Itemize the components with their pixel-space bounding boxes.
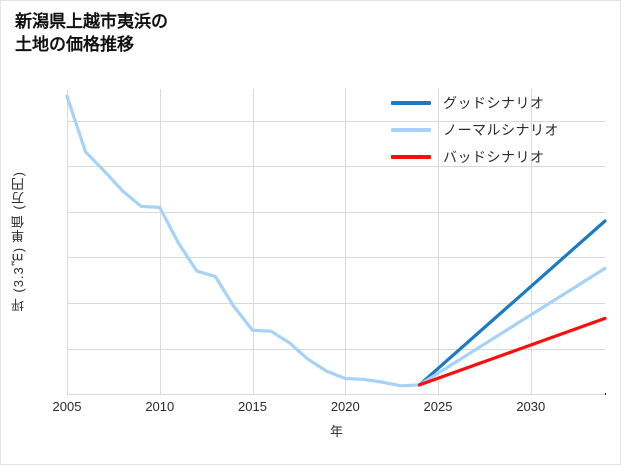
legend-color-swatch — [391, 127, 431, 132]
gridline-vertical — [438, 89, 439, 394]
x-tick-label: 2020 — [330, 399, 360, 414]
series-line — [417, 219, 607, 387]
gridline-horizontal — [67, 257, 605, 259]
series-line — [65, 94, 422, 388]
x-tick-label: 2005 — [52, 399, 82, 414]
gridline-vertical — [67, 89, 68, 394]
y-axis-label-text: 坪 (3.3㎡) 単価 (万円) — [10, 171, 26, 312]
gridline-vertical — [252, 89, 254, 394]
series-line — [417, 316, 607, 387]
legend-entry[interactable]: バッドシナリオ — [391, 148, 559, 165]
gridline-horizontal — [67, 394, 605, 395]
x-tick-label: 2030 — [516, 399, 546, 414]
series-layer — [65, 94, 607, 388]
legend-label: ノーマルシナリオ — [443, 121, 559, 138]
y-axis-label: 坪 (3.3㎡) 単価 (万円) — [7, 89, 29, 394]
gridline-horizontal — [67, 348, 605, 350]
gridline-vertical — [530, 89, 532, 394]
legend-entry[interactable]: ノーマルシナリオ — [391, 121, 559, 138]
chart-legend: グッドシナリオ ノーマルシナリオ バッドシナリオ — [391, 94, 559, 165]
legend-label: バッドシナリオ — [443, 148, 545, 165]
gridline-horizontal — [67, 120, 605, 122]
plot-area — [65, 89, 607, 395]
gridline-horizontal — [67, 303, 605, 304]
gridline-vertical — [159, 89, 161, 394]
legend-color-swatch — [391, 100, 431, 105]
gridline-horizontal — [67, 211, 605, 213]
legend-label: グッドシナリオ — [443, 94, 545, 111]
x-tick-label: 2025 — [423, 399, 453, 414]
legend-color-swatch — [391, 154, 431, 159]
chart-title: 新潟県上越市夷浜の 土地の価格推移 — [15, 12, 168, 54]
x-tick-label: 2015 — [238, 399, 267, 414]
gridline-vertical — [345, 89, 347, 394]
x-tick-label: 2010 — [145, 399, 175, 414]
gridline-horizontal — [67, 166, 605, 168]
series-line — [417, 266, 607, 387]
x-axis-label: 年 — [329, 424, 343, 439]
legend-entry[interactable]: グッドシナリオ — [391, 94, 559, 111]
